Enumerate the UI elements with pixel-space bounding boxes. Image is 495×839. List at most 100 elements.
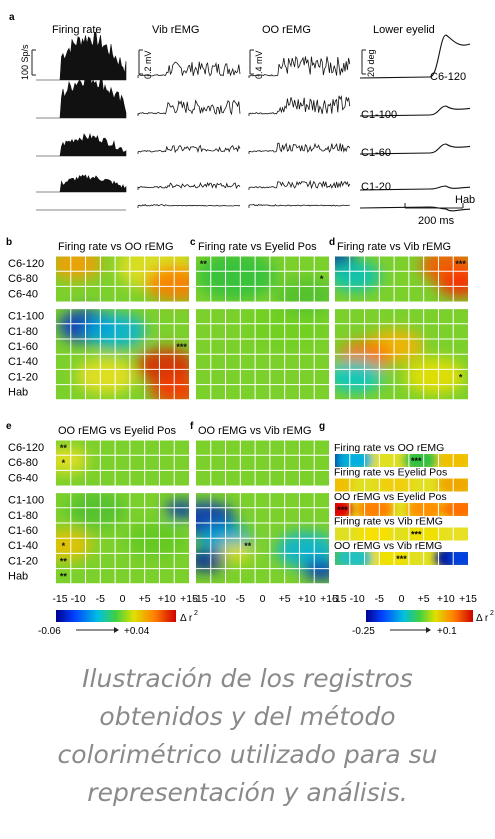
x-tick-label: +10 [437,593,455,605]
significance-star: *** [411,456,422,466]
x-tick-label: +5 [139,593,151,605]
scale-label-vib: 0.2 mV [143,50,153,79]
x-tick-label: -10 [71,593,86,605]
svg-text:2: 2 [490,610,494,617]
row-label: Hab [8,387,28,399]
x-tick-label: +10 [158,593,176,605]
caption-line: representación y análisis. [87,778,408,807]
x-tick-label: 0 [399,593,405,605]
row-label: C1-20 [8,371,38,383]
x-tick-label: -5 [236,593,245,605]
emg-trace [137,99,241,116]
caption-line: Ilustración de los registros [82,664,413,693]
col-title-vib-remg: Vib rEMG [152,24,199,36]
col-title-firing-rate: Firing rate [52,24,102,36]
heatmap-panel-d: d Firing rate vs Vib rEMG**** [329,237,468,401]
heatmap-panels: b Firing rate vs OO rEMG C6-120 C6-80 C6-40 C… [6,237,468,585]
significance-star: *** [455,259,466,269]
colorbar-right-max: +0.1 [437,626,457,637]
emg-trace [137,61,241,78]
emg-trace [137,181,241,190]
row-label: C1-40 [8,540,38,552]
row-label-hab: Hab [455,194,475,206]
row-label: C1-40 [8,356,38,368]
colorbar-right-min: -0.25 [352,626,375,637]
strip-3: Firing rate vs Vib rEMG *** [334,516,468,541]
colorbar-left-label: Δ r [180,613,193,624]
eyelid-trace [359,34,471,79]
panel-a: a Firing rate Vib rEMG OO rEMG Lower eye… [9,12,475,227]
significance-star: ** [60,572,68,582]
row-label: C1-80 [8,510,38,522]
row-label: C1-100 [8,311,44,323]
heatmap-panel-b: b Firing rate vs OO rEMG C6-120 C6-80 C6-40 C… [6,237,189,401]
caption-line: obtenidos y del método [99,702,396,731]
x-tick-label: -10 [211,593,226,605]
emg-trace [248,203,350,208]
colorbar-right: Δ r 2 -0.25 +0.1 [352,610,494,637]
eyelid-trace [359,185,471,191]
eyelid-trace [359,105,471,117]
x-tick-label: +5 [279,593,291,605]
strip-2: OO rEMG vs Eyelid Pos *** [334,491,468,516]
significance-star: * [320,274,324,284]
panel-title: OO rEMG vs Vib rEMG [198,425,311,437]
firing-rate-trace [36,132,127,157]
significance-star: *** [396,554,407,564]
colorbar-right-label: Δ r [476,613,489,624]
row-label: C1-60 [8,525,38,537]
row-label-c1-100: C1-100 [361,109,397,121]
colorbar-left: Δ r 2 -0.06 +0.04 [38,610,198,637]
panel-a-letter: a [9,12,15,23]
figure-caption: Ilustración de los registros obtenidos y… [0,660,495,812]
significance-star: *** [411,530,422,540]
significance-star: * [62,458,66,468]
row-label: C6-40 [8,472,38,484]
caption-line: colorimétrico utilizado para su [57,740,438,769]
eyelid-trace [359,206,471,212]
panel-letter: d [329,237,335,248]
strip-4: OO rEMG vs Vib rEMG *** [334,540,468,565]
firing-rate-trace [36,72,127,119]
x-tick-label: -5 [375,593,384,605]
row-label: C6-120 [8,442,44,454]
emg-trace [248,179,351,190]
x-tick-label: +5 [418,593,430,605]
panel-letter: e [6,421,12,432]
svg-text:2: 2 [194,610,198,617]
x-tick-labels: -15 -10 -5 0 +5 +10 +15-15 -10 -5 0 +5 +10 +15-15 -10… [52,593,477,605]
x-tick-label: +15 [459,593,477,605]
strip-title: Firing rate vs Eyelid Pos [334,467,447,479]
row-label-c6-120: C6-120 [430,71,466,83]
scale-label-oo: 0.4 mV [254,50,264,79]
eyelid-trace [359,143,471,155]
strip-title: OO rEMG vs Vib rEMG [334,540,442,552]
significance-star: *** [337,505,348,515]
panel-letter: b [6,237,12,248]
heatmap-panel-e: e OO rEMG vs Eyelid Pos C6-120 C6-80 C6-40 C1… [6,421,189,585]
significance-star: * [62,541,66,551]
row-label: C6-120 [8,258,44,270]
scale-label-eyelid: 20 deg [366,49,376,77]
x-tick-label: -15 [52,593,67,605]
row-label-c1-60: C1-60 [361,147,391,159]
colorbar-left-min: -0.06 [38,626,61,637]
col-title-oo-remg: OO rEMG [262,24,311,36]
heatmap-panel-f: f OO rEMG vs Vib rEMG ** [190,421,329,585]
x-tick-label: +15 [320,593,338,605]
significance-star: * [459,372,463,382]
panel-title: Firing rate vs OO rEMG [58,241,174,253]
x-tick-label: -15 [192,593,207,605]
row-label: C6-80 [8,457,38,469]
figure: a Firing rate Vib rEMG OO rEMG Lower eye… [6,12,494,637]
strip-title: Firing rate vs Vib rEMG [334,516,443,528]
scale-bars [31,49,464,209]
row-label: C6-80 [8,273,38,285]
panel-letter: f [190,421,194,432]
x-tick-label: -5 [96,593,105,605]
firing-rate-trace [36,174,127,193]
x-tick-label: 0 [260,593,266,605]
emg-trace [137,204,241,208]
col-title-lower-eyelid: Lower eyelid [373,24,435,36]
